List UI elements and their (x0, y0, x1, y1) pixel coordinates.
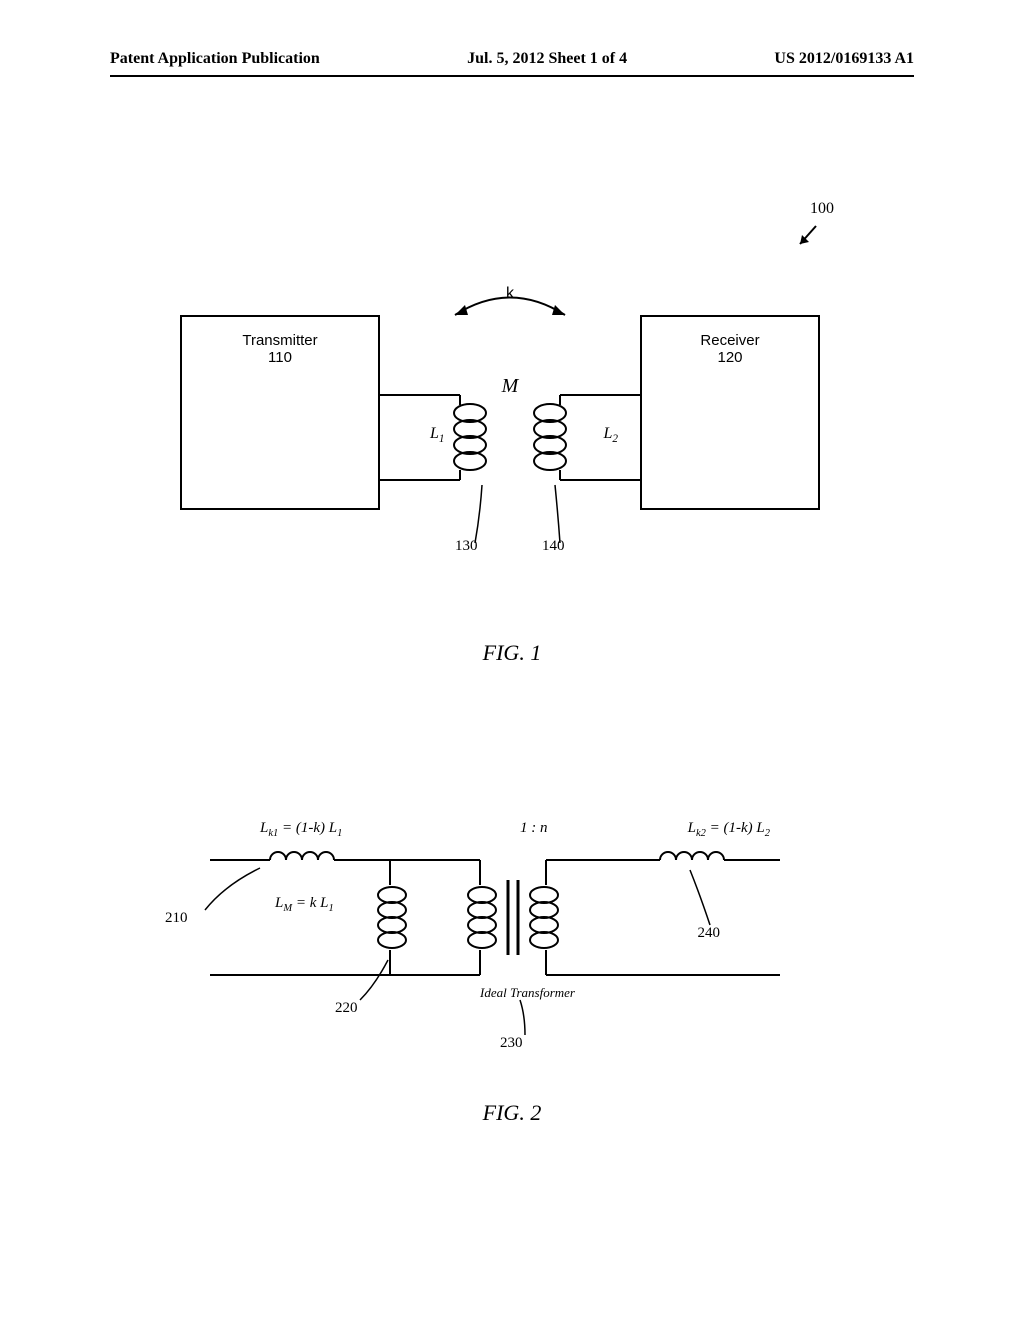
receiver-box: Receiver 120 (640, 315, 820, 510)
header-center: Jul. 5, 2012 Sheet 1 of 4 (467, 50, 627, 68)
transmitter-box: Transmitter 110 (180, 315, 380, 510)
transmitter-ref: 110 (182, 349, 378, 366)
figure-1: Transmitter 110 Receiver 120 k M L1 L2 1… (180, 290, 820, 570)
header-rule (110, 75, 914, 77)
fig1-caption: FIG. 1 (483, 640, 542, 666)
header-right: US 2012/0169133 A1 (774, 50, 914, 68)
arrow-100-icon (794, 222, 824, 252)
transmitter-label: Transmitter (182, 332, 378, 349)
fig2-svg (180, 830, 820, 1060)
ref-100-label: 100 (810, 200, 834, 218)
coupling-area: k M L1 L2 130 140 (380, 315, 640, 510)
fig2-caption: FIG. 2 (483, 1100, 542, 1126)
fig1-svg (380, 285, 640, 545)
page-header: Patent Application Publication Jul. 5, 2… (0, 50, 1024, 68)
receiver-label: Receiver (642, 332, 818, 349)
receiver-ref: 120 (642, 349, 818, 366)
figure-2: Lk1 = (1-k) L1 LM = k L1 1 : n Lk2 = (1-… (180, 830, 820, 1050)
header-left: Patent Application Publication (110, 50, 320, 68)
